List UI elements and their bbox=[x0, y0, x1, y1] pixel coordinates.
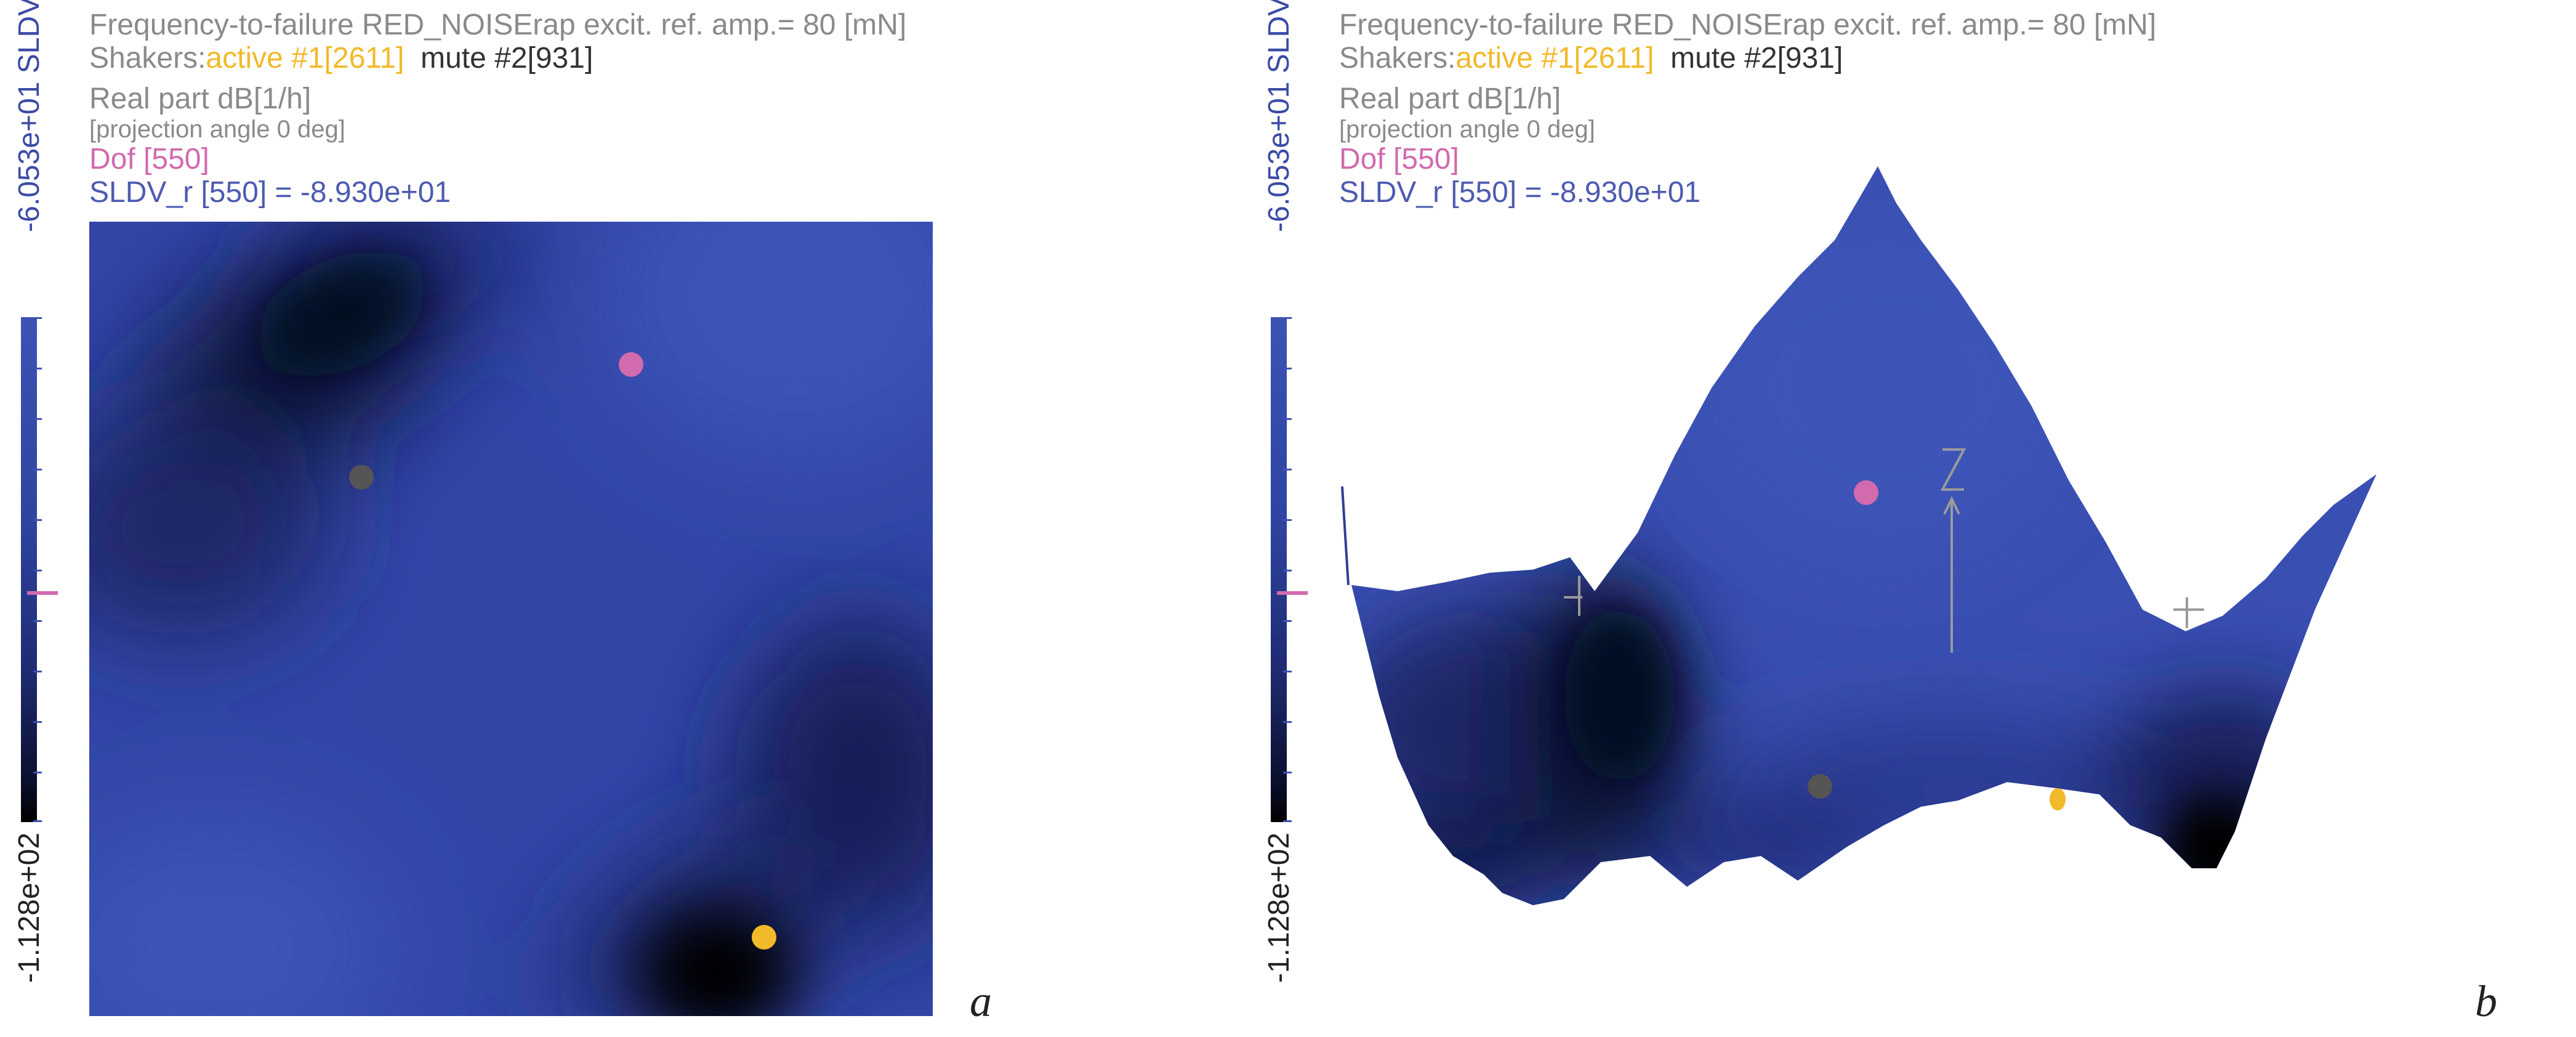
dof-marker bbox=[619, 352, 643, 377]
colorbar-max-label: -6.053e+01 SLDV_r bbox=[13, 0, 46, 232]
projection-label: [projection angle 0 deg] bbox=[1339, 116, 1595, 143]
shaker-mute-marker bbox=[1808, 774, 1832, 799]
plot-title: Frequency-to-failure RED_NOISErap excit.… bbox=[89, 9, 907, 41]
shakers-label: Shakers: bbox=[1339, 42, 1456, 75]
dof-label: Dof [550] bbox=[89, 143, 209, 176]
projection-label: [projection angle 0 deg] bbox=[89, 116, 345, 143]
panel-letter: a bbox=[970, 977, 992, 1026]
value-readout: SLDV_r [550] = -8.930e+01 bbox=[1339, 176, 1701, 209]
quantity-label: Real part dB[1/h] bbox=[89, 83, 312, 115]
panel-b: -6.053e+01 SLDV_r -1.128e+02 Frequency-t… bbox=[1250, 0, 2530, 1037]
colorbar bbox=[1271, 317, 1308, 822]
value-readout: SLDV_r [550] = -8.930e+01 bbox=[89, 176, 451, 209]
shakers-line: Shakers:active #1[2611] mute #2[931] bbox=[89, 42, 906, 75]
colorbar-value-marker bbox=[1277, 591, 1308, 595]
axes-glyph bbox=[1564, 448, 2204, 653]
panel-a: -6.053e+01 SLDV_r -1.128e+02 Frequency-t… bbox=[0, 0, 1281, 1037]
colorbar-min-label: -1.128e+02 bbox=[13, 832, 46, 983]
plot-title: Frequency-to-failure RED_NOISErap excit.… bbox=[1339, 9, 2157, 41]
colorbar-value-marker bbox=[27, 591, 58, 595]
dof-marker bbox=[1854, 480, 1878, 505]
shaker-active: active #1[2611] bbox=[206, 42, 405, 75]
dof-label: Dof [550] bbox=[1339, 143, 1459, 176]
colorbar-max-label: -6.053e+01 SLDV_r bbox=[1263, 0, 1295, 232]
colorbar-min-label: -1.128e+02 bbox=[1263, 832, 1295, 983]
shaker-active-marker bbox=[752, 925, 776, 950]
colorbar bbox=[21, 317, 58, 822]
shakers-line: Shakers:active #1[2611] mute #2[931] bbox=[1339, 42, 2156, 75]
plot-header: Frequency-to-failure RED_NOISErap excit.… bbox=[1339, 9, 2156, 209]
surface-3d bbox=[1341, 166, 2377, 905]
shaker-active-marker bbox=[2050, 788, 2066, 810]
shaker-mute-marker bbox=[349, 465, 374, 490]
shaker-mute: mute #2[931] bbox=[421, 42, 594, 75]
shaker-active: active #1[2611] bbox=[1455, 42, 1654, 75]
panel-letter: b bbox=[2475, 977, 2497, 1026]
contour-map bbox=[89, 222, 933, 1016]
plot-header: Frequency-to-failure RED_NOISErap excit.… bbox=[89, 9, 906, 209]
shaker-mute: mute #2[931] bbox=[1670, 42, 1843, 75]
shakers-label: Shakers: bbox=[89, 42, 206, 75]
quantity-label: Real part dB[1/h] bbox=[1339, 83, 1561, 115]
